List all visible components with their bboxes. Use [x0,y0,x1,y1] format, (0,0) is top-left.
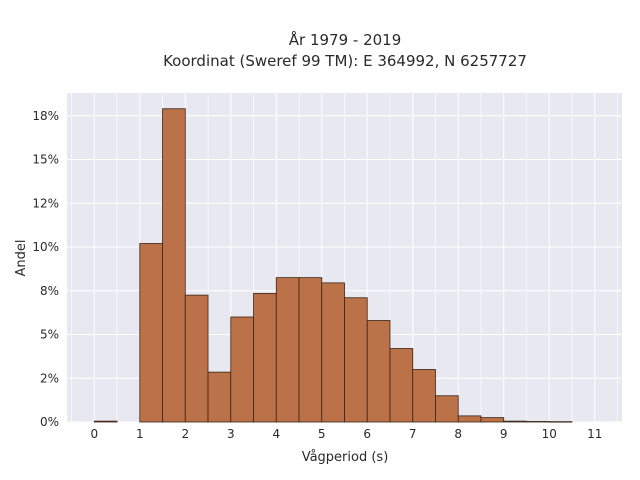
y-tick-label: 2% [40,371,59,385]
histogram-bar [162,108,186,423]
x-tick-label: 10 [542,427,557,441]
bars [93,108,573,423]
histogram-bar [184,294,209,423]
histogram-bar [480,417,505,423]
y-tick-label: 0% [40,415,59,429]
y-tick-label: 12% [32,196,59,210]
y-tick-label: 15% [32,153,59,167]
histogram-bar [526,421,550,423]
x-tick-label: 11 [587,427,602,441]
histogram-bar [253,292,277,423]
x-tick-label: 7 [409,427,417,441]
x-axis-label: Vågperiod (s) [302,450,389,465]
y-axis-ticks: 0% 2% 5% 8% 10% 12% 15% 18% [32,109,59,429]
histogram-bar [548,421,573,423]
histogram-bar [139,243,163,423]
x-axis-ticks: 0 1 2 3 4 5 6 7 8 9 10 11 [90,427,602,441]
x-tick-label: 0 [90,427,98,441]
y-tick-label: 10% [32,240,59,254]
x-tick-label: 3 [227,427,235,441]
histogram-bar [298,277,323,423]
histogram-bar [366,320,391,423]
y-tick-label: 8% [40,284,59,298]
histogram-bar [503,420,527,423]
y-tick-label: 18% [32,109,59,123]
x-tick-label: 4 [272,427,280,441]
histogram-bar [230,316,254,423]
histogram-bar [275,277,300,423]
y-tick-label: 5% [40,328,59,342]
x-tick-label: 2 [181,427,189,441]
histogram-bar [412,369,436,423]
histogram-bar [344,297,368,423]
chart-title: År 1979 - 2019 [289,30,402,49]
x-tick-label: 9 [500,427,508,441]
chart-subtitle: Koordinat (Sweref 99 TM): E 364992, N 62… [163,52,527,70]
histogram-bar [207,371,232,423]
histogram-bar [435,395,459,423]
histogram-bar [457,415,482,423]
histogram-bar [93,420,118,423]
histogram-bar [389,348,414,423]
histogram-bar [321,282,345,423]
x-tick-label: 8 [454,427,462,441]
y-axis-label: Andel [14,240,29,277]
x-tick-label: 1 [136,427,144,441]
x-tick-label: 6 [363,427,371,441]
x-tick-label: 5 [318,427,326,441]
